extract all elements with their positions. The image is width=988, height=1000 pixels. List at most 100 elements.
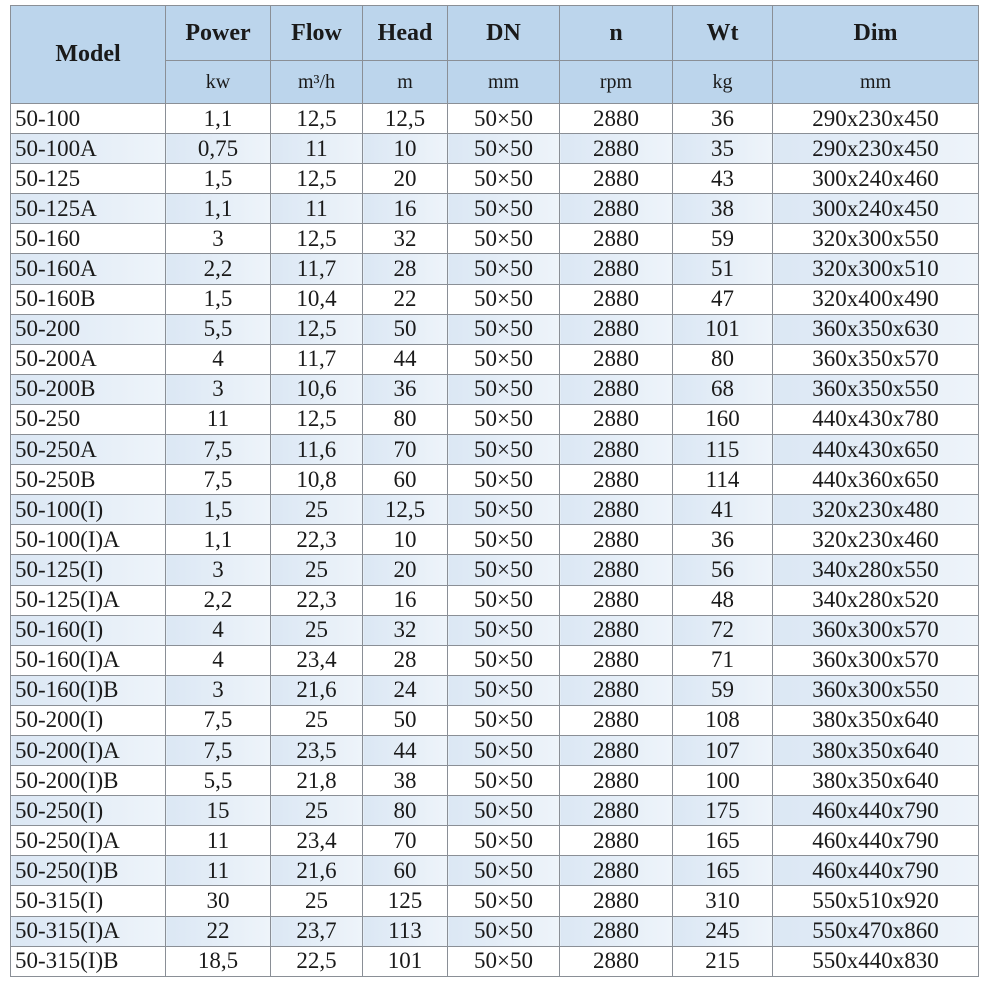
cell-head: 113 (362, 915, 448, 947)
table-row: 50-250B 7,5 10,8 60 50×50 2880 114 440x360x650 (10, 464, 979, 496)
cell-power: 0,75 (165, 133, 271, 165)
cell-weight: 59 (672, 223, 773, 255)
cell-speed: 2880 (559, 193, 673, 225)
cell-flow: 10,4 (270, 283, 363, 315)
cell-dimensions: 290x230x450 (772, 133, 979, 165)
cell-model: 50-200A (10, 343, 166, 375)
cell-dn: 50×50 (447, 704, 560, 736)
table-row: 50-250(I)B 11 21,6 60 50×50 2880 165 460x440x79… (10, 855, 979, 887)
cell-head: 70 (362, 434, 448, 466)
table-row: 50-250(I) 15 25 80 50×50 2880 175 460x440x790 (10, 795, 979, 827)
cell-speed: 2880 (559, 524, 673, 556)
cell-dimensions: 380x350x640 (772, 765, 979, 797)
cell-power: 15 (165, 795, 271, 827)
cell-head: 101 (362, 945, 448, 977)
cell-dimensions: 360x350x550 (772, 373, 979, 405)
table-row: 50-100(I) 1,5 25 12,5 50×50 2880 41 320x230x480 (10, 494, 979, 526)
table-row: 50-160(I) 4 25 32 50×50 2880 72 360x300x570 (10, 614, 979, 646)
cell-speed: 2880 (559, 223, 673, 255)
cell-model: 50-160(I)B (10, 674, 166, 706)
cell-power: 7,5 (165, 434, 271, 466)
cell-head: 80 (362, 795, 448, 827)
unit-dn: mm (447, 60, 560, 104)
cell-weight: 38 (672, 193, 773, 225)
cell-power: 1,1 (165, 524, 271, 556)
cell-weight: 51 (672, 253, 773, 285)
cell-head: 60 (362, 464, 448, 496)
cell-power: 2,2 (165, 253, 271, 285)
cell-model: 50-250B (10, 464, 166, 496)
cell-model: 50-100A (10, 133, 166, 165)
cell-head: 10 (362, 133, 448, 165)
cell-flow: 25 (270, 795, 363, 827)
cell-power: 7,5 (165, 734, 271, 767)
cell-power: 1,1 (165, 102, 271, 135)
cell-power: 5,5 (165, 765, 271, 797)
cell-speed: 2880 (559, 885, 673, 917)
cell-power: 11 (165, 855, 271, 887)
cell-dn: 50×50 (447, 163, 560, 195)
cell-head: 32 (362, 614, 448, 646)
cell-model: 50-200B (10, 373, 166, 405)
cell-dn: 50×50 (447, 765, 560, 797)
pump-spec-table: Model Power Flow Head DN n Wt Dim kw m³/… (10, 5, 979, 977)
cell-speed: 2880 (559, 584, 673, 616)
cell-power: 1,5 (165, 163, 271, 195)
cell-model: 50-160(I)A (10, 644, 166, 676)
cell-dimensions: 460x440x790 (772, 855, 979, 887)
cell-dimensions: 440x430x780 (772, 403, 979, 436)
cell-power: 3 (165, 554, 271, 586)
table-row: 50-160(I)A 4 23,4 28 50×50 2880 71 360x300x570 (10, 644, 979, 676)
cell-weight: 36 (672, 102, 773, 135)
cell-dimensions: 380x350x640 (772, 734, 979, 767)
cell-power: 5,5 (165, 313, 271, 345)
cell-head: 12,5 (362, 102, 448, 135)
table-row: 50-160 3 12,5 32 50×50 2880 59 320x300x550 (10, 223, 979, 255)
cell-speed: 2880 (559, 765, 673, 797)
cell-power: 18,5 (165, 945, 271, 977)
cell-speed: 2880 (559, 163, 673, 195)
cell-weight: 35 (672, 133, 773, 165)
cell-speed: 2880 (559, 434, 673, 466)
cell-weight: 56 (672, 554, 773, 586)
cell-dimensions: 320x300x510 (772, 253, 979, 285)
table-row: 50-125(I)A 2,2 22,3 16 50×50 2880 48 340x280x52… (10, 584, 979, 616)
cell-flow: 11,7 (270, 253, 363, 285)
cell-weight: 245 (672, 915, 773, 947)
table-row: 50-250(I)A 11 23,4 70 50×50 2880 165 460x440x79… (10, 825, 979, 857)
cell-dn: 50×50 (447, 434, 560, 466)
cell-flow: 10,8 (270, 464, 363, 496)
cell-power: 11 (165, 825, 271, 857)
cell-flow: 12,5 (270, 403, 363, 436)
cell-dn: 50×50 (447, 885, 560, 917)
cell-weight: 80 (672, 343, 773, 375)
cell-dimensions: 550x470x860 (772, 915, 979, 947)
cell-weight: 48 (672, 584, 773, 616)
cell-dimensions: 320x230x480 (772, 494, 979, 526)
cell-power: 2,2 (165, 584, 271, 616)
cell-dn: 50×50 (447, 403, 560, 436)
cell-weight: 107 (672, 734, 773, 767)
cell-weight: 108 (672, 704, 773, 736)
table-row: 50-250A 7,5 11,6 70 50×50 2880 115 440x430x650 (10, 434, 979, 466)
cell-weight: 71 (672, 644, 773, 676)
cell-dn: 50×50 (447, 283, 560, 315)
cell-dimensions: 550x510x920 (772, 885, 979, 917)
cell-head: 16 (362, 584, 448, 616)
cell-head: 36 (362, 373, 448, 405)
cell-power: 11 (165, 403, 271, 436)
unit-dimensions: mm (772, 60, 979, 104)
cell-power: 3 (165, 223, 271, 255)
cell-flow: 25 (270, 494, 363, 526)
header-power: Power (165, 5, 271, 61)
cell-dimensions: 300x240x450 (772, 193, 979, 225)
cell-dimensions: 360x300x550 (772, 674, 979, 706)
cell-flow: 23,7 (270, 915, 363, 947)
cell-model: 50-250A (10, 434, 166, 466)
cell-head: 50 (362, 704, 448, 736)
cell-weight: 160 (672, 403, 773, 436)
unit-flow: m³/h (270, 60, 363, 104)
cell-dimensions: 360x350x630 (772, 313, 979, 345)
cell-dn: 50×50 (447, 464, 560, 496)
cell-flow: 22,5 (270, 945, 363, 977)
